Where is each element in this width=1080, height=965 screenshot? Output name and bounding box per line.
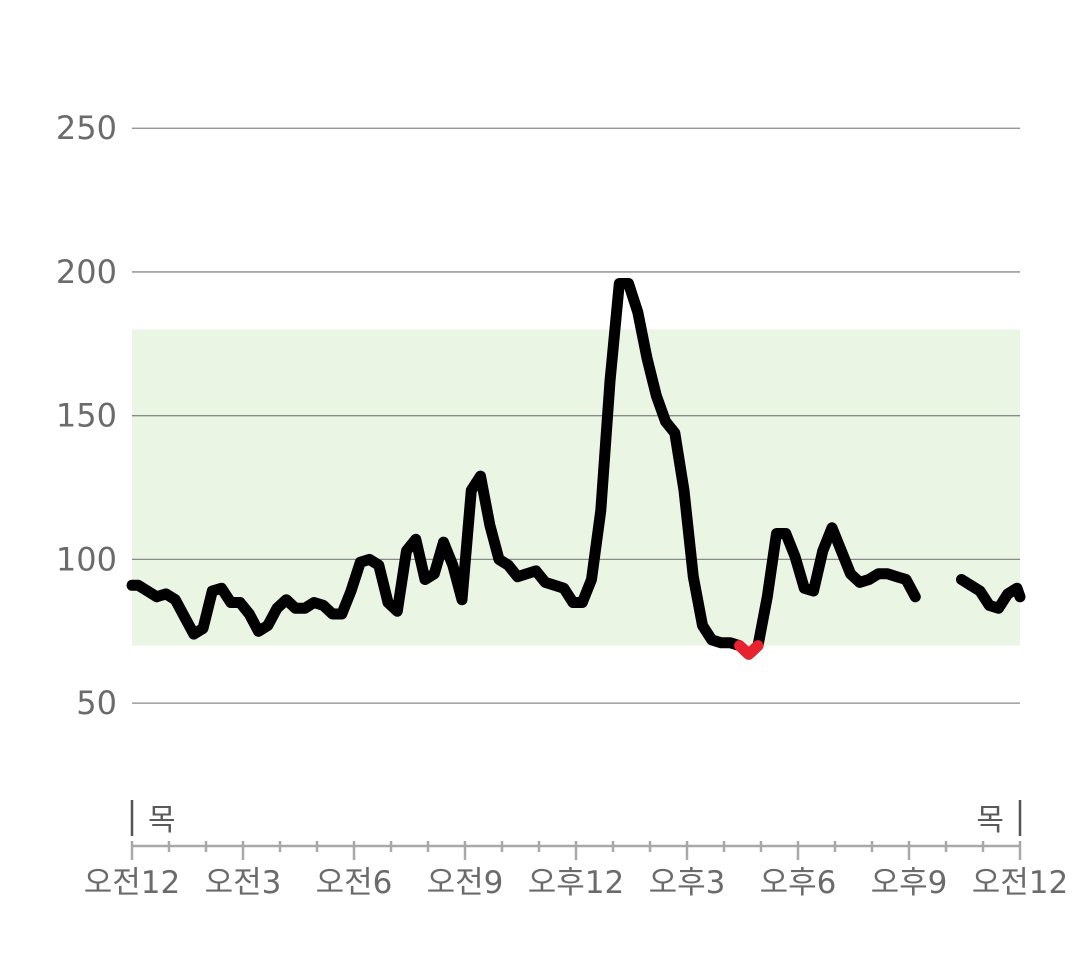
y-tick-label-150: 150 (56, 397, 117, 435)
x-tick-label-5: 오후3 (649, 865, 726, 901)
y-tick-label-250: 250 (56, 109, 117, 147)
series-line-segment-2 (956, 574, 1026, 614)
x-tick-label-2: 오전6 (316, 865, 393, 901)
x-tick-label-1: 오전3 (205, 865, 282, 901)
day-label-1: 목 (976, 803, 1004, 838)
series-lines (126, 278, 1026, 660)
y-tick-label-50: 50 (76, 684, 117, 722)
x-tick-label-7: 오후9 (871, 865, 948, 901)
x-tick-label-8: 오전12 (972, 865, 1069, 901)
y-tick-label-200: 200 (56, 253, 117, 291)
x-axis: 오전12 오전3 오전6 오전9 오후12 오후3 오후6 오후9 오전12 (84, 841, 1069, 901)
gridlines (132, 127, 1020, 704)
x-tick-label-4: 오후12 (528, 865, 625, 901)
x-tick-label-3: 오전9 (427, 865, 504, 901)
y-axis-labels: 50 100 150 200 250 (56, 109, 117, 722)
low-range-segment (734, 640, 764, 660)
x-tick-label-0: 오전12 (84, 865, 181, 901)
y-tick-label-100: 100 (56, 540, 117, 578)
series-line-segment-1 (126, 278, 921, 660)
day-label-0: 목 (148, 803, 176, 838)
target-range-band (132, 329, 1020, 646)
x-tick-label-6: 오후6 (760, 865, 837, 901)
